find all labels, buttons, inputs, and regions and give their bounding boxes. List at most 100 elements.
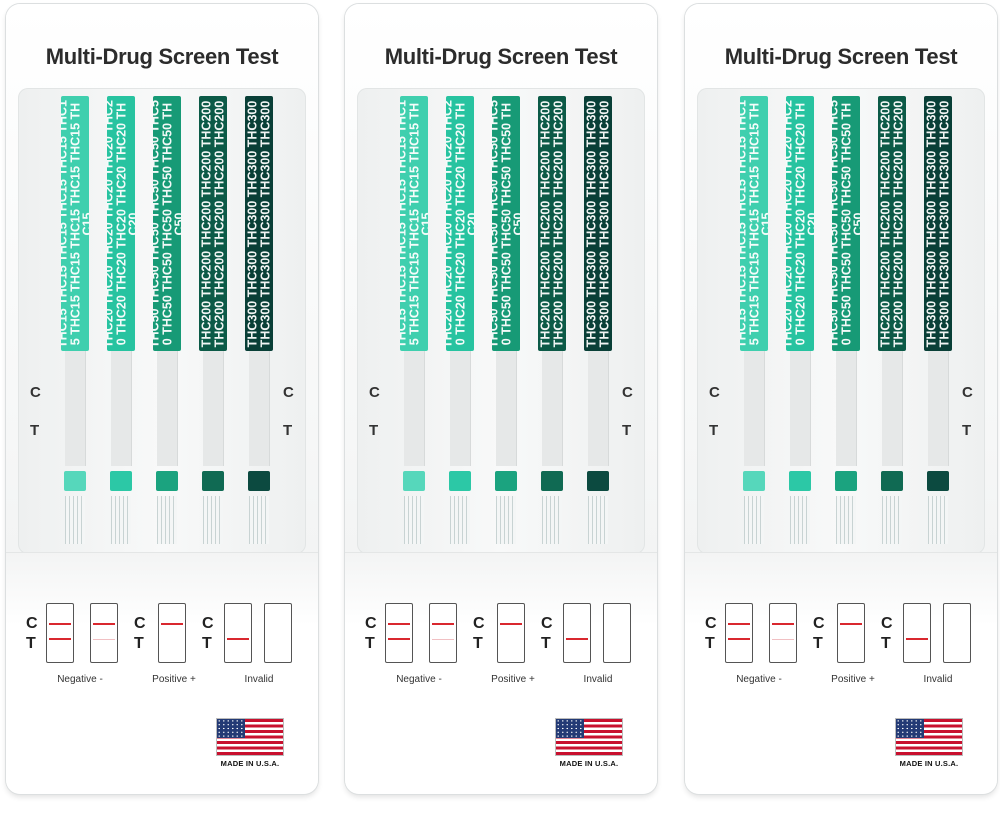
strip-label-text: THC50 THC50 THC50 THC50 THC50 THC50 THC5…: [153, 99, 181, 348]
result-window-invalid-1: [224, 603, 252, 663]
strip-membrane: [882, 351, 902, 466]
strip-wick: [203, 496, 223, 544]
result-ct-invalid: C T: [881, 614, 893, 654]
control-letter-right: C: [622, 384, 633, 401]
strip-wick: [65, 496, 85, 544]
control-letter-left: C: [709, 384, 720, 401]
strip-membrane: [542, 351, 562, 466]
strip-label-text: THC15 THC15 THC15 THC15 THC15 THC15 THC1…: [740, 99, 768, 348]
test-strip: THC300 THC300 THC300 THC300 THC300 THC30…: [921, 96, 955, 548]
result-window-invalid-1: [903, 603, 931, 663]
control-line: [388, 623, 410, 625]
result-test-letter: T: [473, 635, 483, 652]
control-letter-right: C: [283, 384, 294, 401]
test-letter-left: T: [709, 422, 719, 439]
card-title: Multi-Drug Screen Test: [45, 44, 279, 69]
result-ct-positive: C T: [813, 614, 825, 654]
result-ct-negative: C T: [705, 614, 717, 654]
faint-test-line: [93, 639, 115, 640]
strip-wick: [404, 496, 424, 544]
strip-wick: [790, 496, 810, 544]
test-strip: THC200 THC200 THC200 THC200 THC200 THC20…: [196, 96, 230, 548]
test-strip: THC200 THC200 THC200 THC200 THC200 THC20…: [875, 96, 909, 548]
strip-membrane: [928, 351, 948, 466]
result-window-invalid-2: [603, 603, 631, 663]
strip-pad: [64, 471, 86, 491]
control-line: [840, 623, 862, 625]
test-strip: THC300 THC300 THC300 THC300 THC300 THC30…: [242, 96, 276, 548]
strip-wick: [496, 496, 516, 544]
strip-label-text: THC15 THC15 THC15 THC15 THC15 THC15 THC1…: [400, 99, 428, 348]
test-strip: THC300 THC300 THC300 THC300 THC300 THC30…: [581, 96, 615, 548]
control-letter-left: C: [30, 384, 41, 401]
strip-wick: [882, 496, 902, 544]
strip-label: THC15 THC15 THC15 THC15 THC15 THC15 THC1…: [740, 96, 768, 351]
control-line: [500, 623, 522, 625]
strip-label: THC50 THC50 THC50 THC50 THC50 THC50 THC5…: [492, 96, 520, 351]
strip-pad: [835, 471, 857, 491]
result-window-negative-1: [725, 603, 753, 663]
test-strip: THC50 THC50 THC50 THC50 THC50 THC50 THC5…: [150, 96, 184, 548]
strip-wick: [928, 496, 948, 544]
strip-label-text: THC50 THC50 THC50 THC50 THC50 THC50 THC5…: [492, 99, 520, 348]
test-letter-right: T: [962, 422, 972, 439]
result-control-letter: C: [365, 615, 377, 632]
result-window-negative-2: [90, 603, 118, 663]
result-test-letter: T: [202, 635, 212, 652]
strip-pad: [881, 471, 903, 491]
test-line-only: [566, 638, 588, 640]
strip-membrane: [404, 351, 424, 466]
positive-label: Positive +: [491, 674, 535, 685]
strip-label-text: THC20 THC20 THC20 THC20 THC20 THC20 THC2…: [786, 99, 814, 348]
us-flag-icon: [556, 719, 622, 755]
test-letter-right: T: [622, 422, 632, 439]
strip-wick: [836, 496, 856, 544]
test-letter-left: T: [369, 422, 379, 439]
strip-pad: [248, 471, 270, 491]
test-line-only: [906, 638, 928, 640]
control-line: [49, 623, 71, 625]
strip-label: THC20 THC20 THC20 THC20 THC20 THC20 THC2…: [786, 96, 814, 351]
test-line-only: [227, 638, 249, 640]
strip-membrane: [588, 351, 608, 466]
strip-wick: [249, 496, 269, 544]
us-flag-icon: [896, 719, 962, 755]
test-strip: THC200 THC200 THC200 THC200 THC200 THC20…: [535, 96, 569, 548]
result-window-positive: [158, 603, 186, 663]
faint-test-line: [772, 639, 794, 640]
strip-label-text: THC20 THC20 THC20 THC20 THC20 THC20 THC2…: [446, 99, 474, 348]
strip-pad: [587, 471, 609, 491]
made-in-usa-label: MADE IN U.S.A.: [559, 759, 619, 768]
strip-pad: [789, 471, 811, 491]
card-title: Multi-Drug Screen Test: [384, 44, 618, 69]
invalid-label: Invalid: [923, 674, 953, 685]
strip-wick: [588, 496, 608, 544]
negative-label: Negative -: [57, 674, 103, 685]
strip-label: THC200 THC200 THC200 THC200 THC200 THC20…: [199, 96, 227, 351]
result-test-letter: T: [541, 635, 551, 652]
test-strip: THC15 THC15 THC15 THC15 THC15 THC15 THC1…: [58, 96, 92, 548]
result-control-letter: C: [541, 615, 553, 632]
result-test-letter: T: [813, 635, 823, 652]
strip-membrane: [203, 351, 223, 466]
made-in-usa-label: MADE IN U.S.A.: [220, 759, 280, 768]
negative-label: Negative -: [736, 674, 782, 685]
strip-pad: [156, 471, 178, 491]
test-strip: THC50 THC50 THC50 THC50 THC50 THC50 THC5…: [829, 96, 863, 548]
result-ct-negative: C T: [26, 614, 38, 654]
control-line: [432, 623, 454, 625]
control-letter-right: C: [962, 384, 973, 401]
strip-label: THC15 THC15 THC15 THC15 THC15 THC15 THC1…: [61, 96, 89, 351]
test-letter-left: T: [30, 422, 40, 439]
strip-label-text: THC20 THC20 THC20 THC20 THC20 THC20 THC2…: [107, 99, 135, 348]
result-window-negative-2: [769, 603, 797, 663]
result-test-letter: T: [881, 635, 891, 652]
result-ct-positive: C T: [473, 614, 485, 654]
strip-pad: [202, 471, 224, 491]
strip-pad: [743, 471, 765, 491]
result-ct-invalid: C T: [202, 614, 214, 654]
result-window-invalid-1: [563, 603, 591, 663]
strip-label: THC200 THC200 THC200 THC200 THC200 THC20…: [538, 96, 566, 351]
strip-label: THC300 THC300 THC300 THC300 THC300 THC30…: [245, 96, 273, 351]
